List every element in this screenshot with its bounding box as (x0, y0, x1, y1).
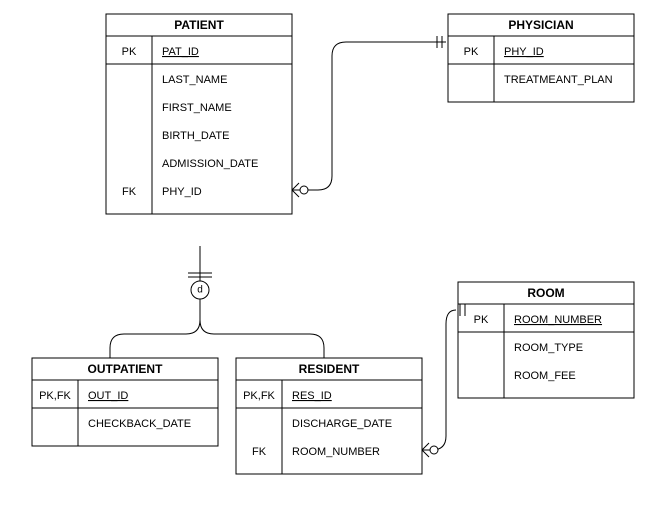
entity-physician: PHYSICIAN PK PHY_ID TREATMEANT_PLAN (448, 14, 634, 102)
attr-cell: ADMISSION_DATE (162, 158, 258, 170)
attr-cell: ROOM_NUMBER (292, 446, 380, 458)
rel-d-resident (200, 299, 324, 358)
entity-patient: PATIENT PK PAT_ID LAST_NAME FIRST_NAME BIRTH_… (106, 14, 292, 214)
entity-room: ROOM PK ROOM_NUMBER ROOM_TYPE ROOM_FEE (458, 282, 634, 398)
rel-resident-room (422, 310, 456, 450)
attr-cell: DISCHARGE_DATE (292, 418, 392, 430)
er-diagram: PATIENT PK PAT_ID LAST_NAME FIRST_NAME BIRTH_… (0, 0, 651, 511)
crowfoot (422, 443, 438, 457)
attr-cell: PHY_ID (162, 186, 202, 198)
entity-title: PATIENT (174, 18, 224, 32)
key-cell: FK (122, 186, 137, 198)
entity-title: ROOM (527, 286, 564, 300)
key-header: PK (122, 46, 137, 58)
id-header: ROOM_NUMBER (514, 314, 602, 326)
svg-text:d: d (197, 285, 203, 296)
attr-cell: BIRTH_DATE (162, 130, 229, 142)
attr-cell: ROOM_TYPE (514, 342, 583, 354)
attr-cell: LAST_NAME (162, 74, 227, 86)
attr-cell: FIRST_NAME (162, 102, 232, 114)
key-header: PK,FK (243, 390, 275, 402)
key-header: PK (474, 314, 489, 326)
key-header: PK,FK (39, 390, 71, 402)
id-header: PHY_ID (504, 46, 544, 58)
entity-title: OUTPATIENT (88, 362, 164, 376)
id-header: OUT_ID (88, 390, 128, 402)
attr-cell: TREATMEANT_PLAN (504, 74, 613, 86)
rel-d-outpatient (110, 299, 200, 358)
key-header: PK (464, 46, 479, 58)
crowfoot (292, 183, 308, 197)
entity-resident: RESIDENT PK,FK RES_ID DISCHARGE_DATE FK ROOM_… (236, 358, 422, 474)
rel-patient-physician (292, 42, 446, 190)
entity-outpatient: OUTPATIENT PK,FK OUT_ID CHECKBACK_DATE (32, 358, 218, 446)
entity-title: PHYSICIAN (508, 18, 573, 32)
attr-cell: ROOM_FEE (514, 370, 576, 382)
id-header: RES_ID (292, 390, 332, 402)
attr-cell: CHECKBACK_DATE (88, 418, 191, 430)
entity-title: RESIDENT (299, 362, 360, 376)
key-cell: FK (252, 446, 267, 458)
id-header: PAT_ID (162, 46, 199, 58)
